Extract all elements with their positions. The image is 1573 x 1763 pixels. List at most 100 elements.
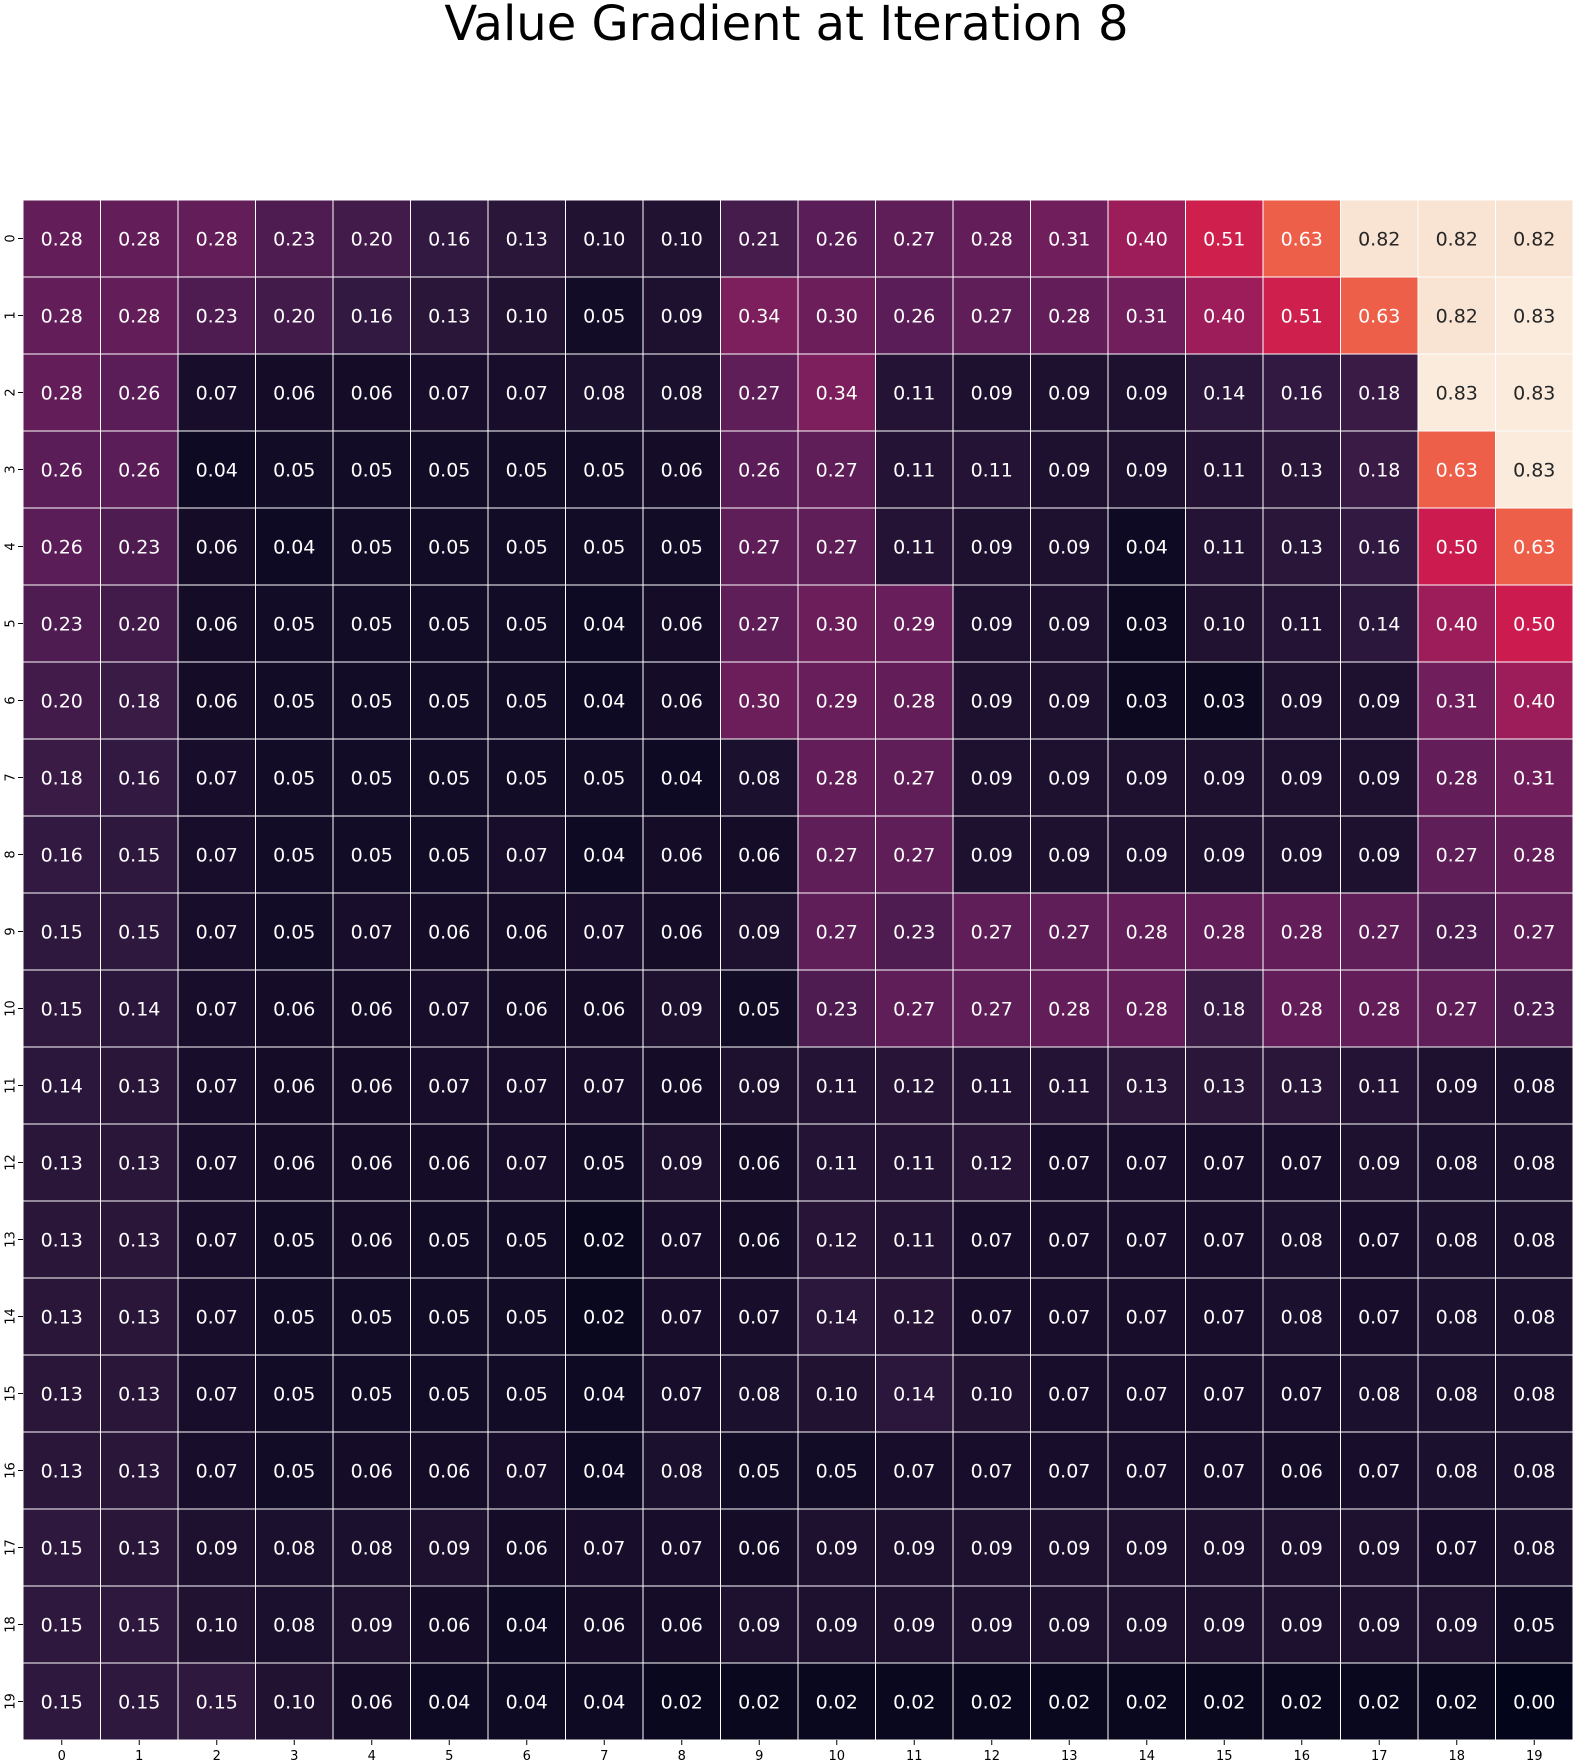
cell-value-label: 0.08 (1436, 1461, 1478, 1483)
heatmap-cell-r7-c1 (100, 738, 179, 817)
cell-value-label: 0.02 (1436, 1692, 1478, 1714)
cell-value-label: 0.82 (1358, 229, 1400, 251)
x-tick-label: 1 (135, 1749, 143, 1763)
heatmap-cell-r0-c16 (1262, 199, 1341, 278)
cell-value-label: 0.14 (41, 1076, 83, 1098)
heatmap-cell-r2-c18 (1417, 353, 1496, 432)
y-tick-label: 19 (4, 1693, 19, 1710)
cell-value-label: 0.15 (41, 1538, 83, 1560)
cell-value-label: 0.09 (971, 691, 1013, 713)
heatmap-cell-r11-c15 (1185, 1046, 1264, 1125)
cell-value-label: 0.08 (1436, 1307, 1478, 1329)
cell-value-label: 0.08 (1436, 1384, 1478, 1406)
cell-value-label: 0.09 (1436, 1076, 1478, 1098)
heatmap-cell-r10-c14 (1107, 969, 1186, 1048)
cell-value-label: 0.28 (118, 306, 160, 328)
heatmap-cell-r8-c17 (1340, 815, 1419, 894)
heatmap-cell-r6-c7 (565, 661, 644, 740)
heatmap-cell-r4-c19 (1495, 507, 1573, 586)
heatmap-cell-r11-c7 (565, 1046, 644, 1125)
heatmap-cell-r14-c19 (1495, 1277, 1573, 1356)
cell-value-label: 0.09 (1358, 768, 1400, 790)
cell-value-label: 0.63 (1281, 229, 1323, 251)
cell-value-label: 0.27 (1048, 922, 1090, 944)
cell-value-label: 0.10 (506, 306, 548, 328)
heatmap-cell-r8-c16 (1262, 815, 1341, 894)
cell-value-label: 0.08 (1436, 1153, 1478, 1175)
cell-value-label: 0.07 (506, 1153, 548, 1175)
heatmap-cell-r5-c16 (1262, 584, 1341, 663)
cell-value-label: 0.06 (273, 999, 315, 1021)
cell-value-label: 0.07 (351, 922, 393, 944)
cell-value-label: 0.05 (273, 1384, 315, 1406)
heatmap-cell-r15-c17 (1340, 1354, 1419, 1433)
cell-value-label: 0.02 (583, 1307, 625, 1329)
heatmap-cell-r18-c6 (487, 1585, 566, 1664)
cell-value-label: 0.11 (1203, 537, 1245, 559)
heatmap-cell-r17-c16 (1262, 1508, 1341, 1587)
cell-value-label: 0.40 (1513, 691, 1555, 713)
cell-value-label: 0.06 (351, 1461, 393, 1483)
cell-value-label: 0.06 (506, 922, 548, 944)
cell-value-label: 0.05 (428, 614, 470, 636)
cell-value-label: 0.06 (196, 691, 238, 713)
heatmap-cell-r7-c2 (177, 738, 256, 817)
cell-value-label: 0.07 (971, 1230, 1013, 1252)
heatmap-cell-r12-c8 (642, 1123, 721, 1202)
heatmap-cell-r12-c4 (332, 1123, 411, 1202)
y-tick-label: 9 (4, 927, 19, 935)
cell-value-label: 0.07 (196, 1384, 238, 1406)
heatmap-cell-r18-c2 (177, 1585, 256, 1664)
cell-value-label: 0.05 (1513, 1615, 1555, 1637)
heatmap-cell-r7-c6 (487, 738, 566, 817)
cell-value-label: 0.09 (1281, 691, 1323, 713)
heatmap-cell-r6-c8 (642, 661, 721, 740)
cell-value-label: 0.63 (1513, 537, 1555, 559)
heatmap-cell-r9-c0 (22, 892, 101, 971)
cell-value-label: 0.13 (118, 1307, 160, 1329)
cell-value-label: 0.05 (273, 922, 315, 944)
cell-value-label: 0.06 (661, 1615, 703, 1637)
cell-value-label: 0.40 (1436, 614, 1478, 636)
cell-value-label: 0.83 (1513, 460, 1555, 482)
cell-value-label: 0.05 (583, 537, 625, 559)
heatmap-cell-r14-c9 (720, 1277, 799, 1356)
cell-value-label: 0.07 (196, 768, 238, 790)
heatmap-cells (22, 199, 1573, 1741)
heatmap-cell-r17-c3 (255, 1508, 334, 1587)
cell-value-label: 0.28 (1126, 999, 1168, 1021)
cell-value-label: 0.05 (506, 460, 548, 482)
cell-value-label: 0.16 (428, 229, 470, 251)
cell-value-label: 0.06 (273, 1153, 315, 1175)
cell-value-label: 0.18 (1358, 460, 1400, 482)
heatmap-cell-r7-c16 (1262, 738, 1341, 817)
cell-value-label: 0.06 (506, 1538, 548, 1560)
heatmap-cell-r19-c8 (642, 1662, 721, 1741)
heatmap-cell-r15-c0 (22, 1354, 101, 1433)
cell-value-label: 0.02 (816, 1692, 858, 1714)
heatmap-cell-r9-c8 (642, 892, 721, 971)
cell-value-label: 0.06 (273, 1076, 315, 1098)
heatmap-cell-r18-c3 (255, 1585, 334, 1664)
heatmap-cell-r2-c12 (952, 353, 1031, 432)
y-tick-label: 12 (4, 1154, 19, 1171)
cell-value-label: 0.09 (1126, 1538, 1168, 1560)
cell-value-label: 0.05 (816, 1461, 858, 1483)
heatmap-cell-r4-c16 (1262, 507, 1341, 586)
cell-value-label: 0.08 (583, 383, 625, 405)
cell-value-label: 0.08 (661, 1461, 703, 1483)
heatmap-cell-r10-c5 (410, 969, 489, 1048)
heatmap-cell-r14-c16 (1262, 1277, 1341, 1356)
cell-value-label: 0.16 (351, 306, 393, 328)
heatmap-cell-r9-c19 (1495, 892, 1573, 971)
y-tick-label: 11 (4, 1077, 19, 1094)
cell-value-label: 0.06 (196, 537, 238, 559)
heatmap-cell-r1-c17 (1340, 276, 1419, 355)
cell-value-label: 0.08 (1513, 1230, 1555, 1252)
heatmap-cell-r7-c3 (255, 738, 334, 817)
heatmap-cell-r19-c13 (1030, 1662, 1109, 1741)
heatmap-cell-r13-c15 (1185, 1200, 1264, 1279)
heatmap-cell-r2-c16 (1262, 353, 1341, 432)
x-tick-label: 11 (906, 1749, 923, 1763)
cell-value-label: 0.82 (1436, 229, 1478, 251)
